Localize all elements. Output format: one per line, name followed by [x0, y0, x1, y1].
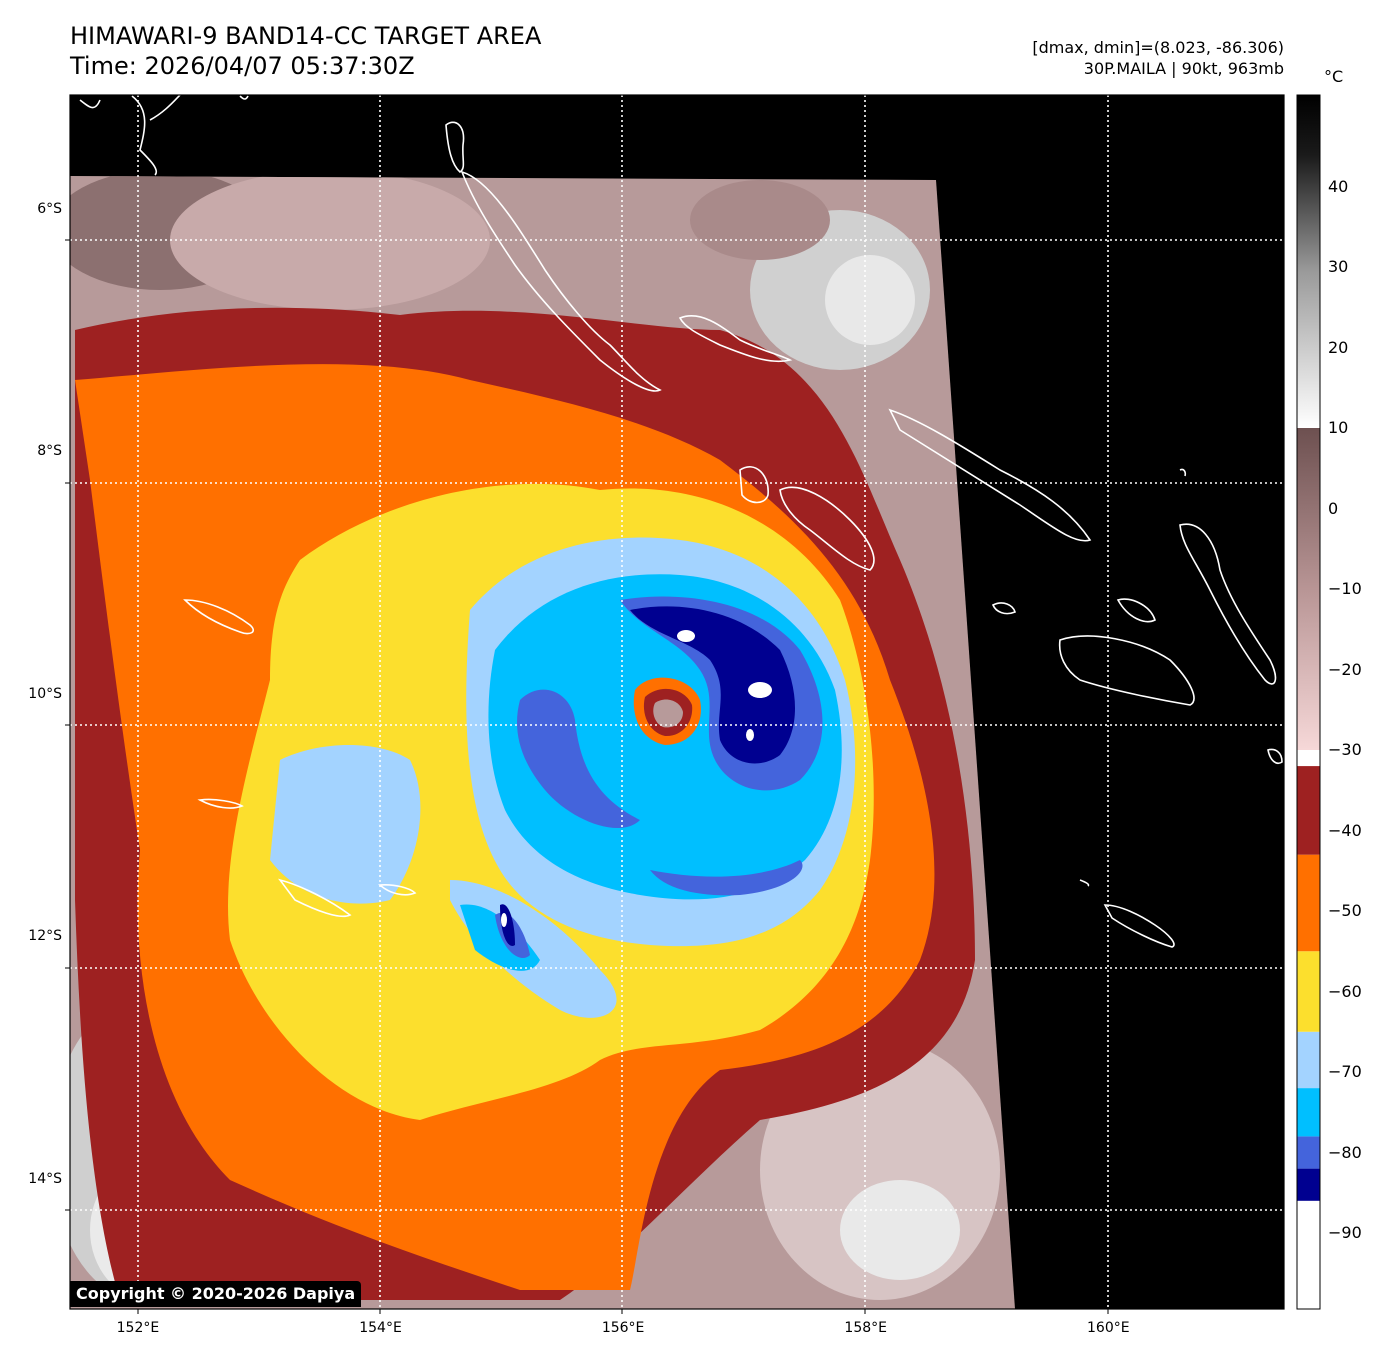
- map-time: Time: 2026/04/07 05:37:30Z: [70, 52, 415, 80]
- longitude-label: 154°E: [359, 1320, 402, 1336]
- storm-info: 30P.MAILA | 90kt, 963mb: [1083, 59, 1284, 78]
- colorbar-tick-label: 20: [1328, 337, 1349, 357]
- colorbar-tick-label: 10: [1328, 418, 1349, 437]
- latitude-label: 12°S: [28, 928, 62, 945]
- colorbar-tick-label: 30: [1328, 257, 1349, 276]
- coastlines: [79, 95, 1283, 948]
- map-frame: [69, 94, 1285, 1310]
- colorbar-tick-label: 0: [1328, 498, 1339, 518]
- longitude-label: 158°E: [844, 1320, 888, 1336]
- map-title: HIMAWARI-9 BAND14-CC TARGET AREA: [70, 22, 542, 50]
- colorbar-tick-label: −80: [1328, 1142, 1362, 1162]
- latitude-label: 8°S: [37, 443, 62, 460]
- latitude-label: 14°S: [28, 1171, 62, 1188]
- colorbar-tick-label: −60: [1328, 981, 1362, 1001]
- graticule: [70, 95, 1284, 1309]
- colorbar-band-2: [1297, 1136, 1320, 1169]
- colorbar-band-5: [1297, 951, 1320, 1032]
- longitude-label: 156°E: [601, 1320, 645, 1336]
- colorbar-band-6: [1297, 854, 1320, 952]
- colorbar-band-3: [1297, 1088, 1320, 1137]
- colorbar: [1296, 94, 1321, 1310]
- colorbar-tick-label: 40: [1328, 176, 1349, 196]
- colorbar-tick-label: −70: [1328, 1062, 1362, 1081]
- colorbar-tick-label: −90: [1328, 1223, 1362, 1242]
- colorbar-tick-label: −50: [1328, 901, 1362, 920]
- colorbar-band-4: [1297, 1031, 1320, 1089]
- colorbar-band-0: [1297, 1200, 1320, 1309]
- colorbar-tick-label: −20: [1328, 659, 1362, 679]
- colorbar-band-7: [1297, 766, 1320, 855]
- latitude-label: 10°S: [28, 685, 62, 702]
- colorbar-tick-label: −40: [1328, 820, 1362, 840]
- temperature-range: [dmax, dmin]=(8.023, -86.306): [1032, 38, 1284, 57]
- axis-ticks: [65, 239, 1109, 1314]
- cloud-swath: [70, 176, 1015, 1309]
- colorbar-tick-label: −10: [1328, 579, 1362, 598]
- copyright-label: Copyright © 2020-2026 Dapiya: [70, 1281, 362, 1307]
- colorbar-tick-label: −30: [1328, 740, 1362, 759]
- longitude-label: 160°E: [1087, 1320, 1130, 1336]
- longitude-label: 152°E: [116, 1320, 160, 1336]
- colorbar-unit: °C: [1324, 67, 1344, 86]
- colorbar-band-1: [1297, 1168, 1320, 1201]
- latitude-label: 6°S: [37, 200, 62, 217]
